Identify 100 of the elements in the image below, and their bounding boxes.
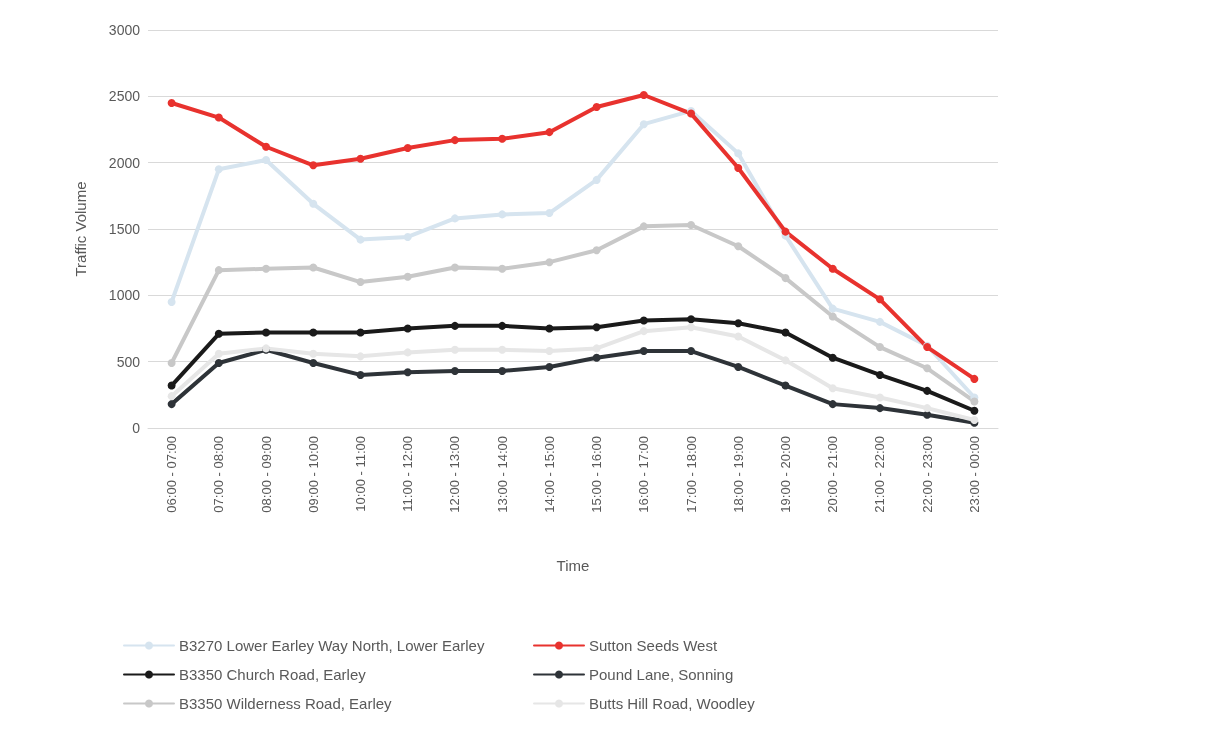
point [734, 319, 743, 328]
point [875, 404, 884, 413]
point [167, 392, 176, 401]
point [875, 370, 884, 379]
point [403, 232, 412, 241]
y-axis-title: Traffic Volume [72, 181, 89, 277]
point [167, 400, 176, 409]
point [214, 113, 223, 122]
point [450, 263, 459, 272]
point [970, 397, 979, 406]
y-tick-label: 3000 [108, 22, 141, 38]
point [828, 304, 837, 313]
x-tick-label: 08:00 - 09:00 [258, 436, 274, 513]
point [592, 344, 601, 353]
point [356, 154, 365, 163]
legend-label: B3270 Lower Earley Way North, Lower Earley [179, 637, 485, 654]
point [309, 359, 318, 367]
point [450, 136, 459, 145]
point [498, 134, 507, 143]
point [450, 366, 459, 375]
point [309, 161, 318, 170]
point [262, 264, 271, 273]
point [639, 120, 648, 129]
point [545, 362, 554, 371]
point [498, 210, 507, 219]
point [450, 214, 459, 223]
point [639, 222, 648, 231]
point [403, 324, 412, 333]
y-tick-label: 500 [116, 353, 141, 370]
point [781, 381, 790, 390]
point [214, 359, 223, 367]
legend-label: Pound Lane, Sonning [589, 666, 734, 683]
point [828, 400, 837, 409]
point [828, 312, 837, 321]
point [923, 410, 932, 419]
point [356, 278, 365, 287]
x-tick-label: 10:00 - 11:00 [353, 436, 368, 512]
point [403, 368, 412, 377]
point [828, 264, 837, 273]
x-tick-label: 07:00 - 08:00 [211, 436, 227, 513]
point [309, 328, 318, 337]
legend-label: B3350 Church Road, Earley [179, 666, 367, 683]
y-tick-label: 2000 [108, 154, 141, 171]
point [214, 329, 223, 338]
legend-label: Butts Hill Road, Woodley [589, 695, 756, 712]
point [450, 345, 459, 354]
y-tick-label: 1500 [108, 221, 141, 237]
point [309, 349, 318, 358]
point [781, 328, 790, 337]
point [262, 156, 271, 165]
point [545, 209, 554, 218]
point [214, 266, 223, 275]
y-tick-label: 0 [132, 420, 141, 436]
x-tick-label: 11:00 - 12:00 [400, 436, 416, 512]
x-tick-label: 06:00 - 07:00 [164, 436, 180, 513]
point [875, 317, 884, 326]
y-tick-label: 2500 [108, 88, 141, 105]
point [639, 327, 648, 336]
point [592, 102, 601, 111]
point [545, 347, 554, 356]
point [498, 321, 507, 330]
x-tick-label: 18:00 - 19:00 [730, 436, 746, 513]
point [356, 370, 365, 379]
x-tick-label: 17:00 - 18:00 [683, 436, 699, 513]
point [687, 221, 696, 230]
point [734, 149, 743, 158]
point [167, 297, 176, 306]
point [828, 384, 837, 393]
legend-label: B3350 Wilderness Road, Earley [179, 695, 393, 712]
point [923, 404, 932, 413]
x-tick-label: 12:00 - 13:00 [447, 436, 463, 513]
point [214, 165, 223, 174]
point [781, 274, 790, 283]
point [592, 353, 601, 362]
point [356, 352, 365, 361]
x-tick-label: 16:00 - 17:00 [636, 436, 652, 513]
point [687, 347, 696, 356]
point [970, 406, 979, 415]
point [734, 163, 743, 172]
x-tick-label: 13:00 - 14:00 [494, 436, 510, 513]
point [687, 315, 696, 324]
point [639, 347, 648, 356]
point [262, 328, 271, 337]
x-axis-title: Time [556, 557, 590, 574]
x-tick-label: 15:00 - 16:00 [589, 436, 605, 513]
point [592, 246, 601, 255]
point [356, 235, 365, 244]
point [923, 364, 932, 373]
point [734, 332, 743, 341]
point [214, 349, 223, 358]
point [309, 199, 318, 208]
x-tick-label: 20:00 - 21:00 [825, 436, 841, 513]
point [781, 356, 790, 365]
point [734, 242, 743, 251]
point [545, 258, 554, 267]
point [309, 263, 318, 272]
x-tick-label: 22:00 - 23:00 [919, 436, 935, 513]
x-tick-label: 19:00 - 20:00 [778, 436, 793, 513]
point [875, 393, 884, 402]
point [498, 345, 507, 354]
